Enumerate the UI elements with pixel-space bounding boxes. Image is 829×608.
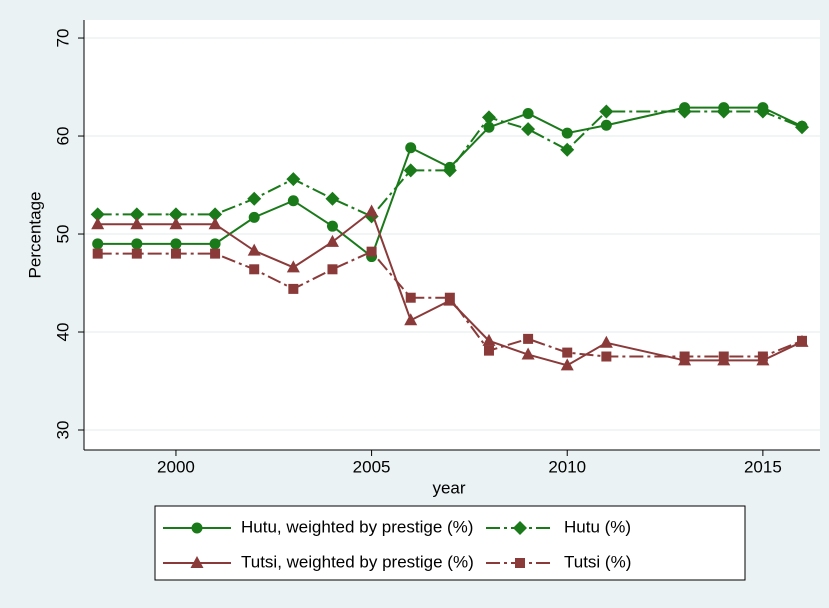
legend-marker — [190, 556, 204, 568]
marker — [757, 351, 768, 362]
marker — [366, 246, 377, 257]
marker — [677, 104, 692, 119]
marker — [405, 292, 416, 303]
marker — [288, 283, 299, 294]
marker — [208, 217, 222, 230]
marker — [521, 122, 536, 137]
legend-label: Tutsi, weighted by prestige (%) — [241, 552, 474, 571]
y-tick-label: 50 — [53, 225, 72, 244]
legend-label: Hutu, weighted by prestige (%) — [241, 517, 473, 536]
marker — [170, 238, 182, 250]
marker — [795, 120, 810, 135]
y-tick-label: 30 — [53, 421, 72, 440]
marker — [365, 204, 379, 217]
marker — [483, 345, 494, 356]
marker — [90, 207, 105, 222]
legend-marker — [191, 522, 203, 534]
marker — [718, 351, 729, 362]
marker — [170, 248, 181, 259]
marker — [403, 163, 418, 178]
marker — [130, 217, 144, 230]
marker — [483, 121, 495, 133]
marker — [444, 292, 455, 303]
marker — [560, 142, 575, 157]
series-line — [97, 106, 803, 259]
marker — [442, 163, 457, 178]
marker — [286, 260, 300, 273]
legend-label: Hutu (%) — [564, 517, 631, 536]
marker — [169, 217, 183, 230]
x-axis-label: year — [432, 478, 465, 497]
marker — [482, 333, 496, 346]
marker — [248, 211, 260, 223]
marker — [249, 264, 260, 275]
marker — [404, 313, 418, 326]
y-tick-label: 40 — [53, 323, 72, 342]
marker — [405, 142, 417, 154]
marker — [560, 358, 574, 371]
marker — [91, 217, 105, 230]
marker — [131, 248, 142, 259]
marker — [600, 119, 612, 131]
marker — [131, 238, 143, 250]
marker — [209, 238, 221, 250]
marker — [325, 234, 339, 247]
x-tick-label: 2005 — [353, 457, 391, 476]
x-tick-label: 2015 — [744, 457, 782, 476]
legend-marker — [513, 521, 527, 535]
marker — [601, 351, 612, 362]
marker — [521, 347, 535, 360]
marker — [716, 104, 731, 119]
marker — [168, 207, 183, 222]
marker — [523, 333, 534, 344]
plot-area — [84, 20, 820, 450]
marker — [287, 195, 299, 207]
marker — [210, 248, 221, 259]
legend-label: Tutsi (%) — [564, 552, 631, 571]
y-axis-label: Percentage — [25, 192, 44, 279]
marker — [481, 110, 496, 125]
x-tick-label: 2010 — [548, 457, 586, 476]
marker — [327, 264, 338, 275]
marker — [797, 335, 808, 346]
marker — [326, 220, 338, 232]
marker — [208, 207, 223, 222]
marker — [522, 107, 534, 119]
marker — [247, 191, 262, 206]
marker — [562, 347, 573, 358]
series-line — [97, 209, 803, 367]
y-tick-label: 70 — [53, 29, 72, 48]
legend-box — [154, 505, 746, 581]
marker — [755, 104, 770, 119]
marker — [286, 172, 301, 187]
marker — [561, 127, 573, 139]
y-tick-label: 60 — [53, 127, 72, 146]
marker — [599, 335, 613, 348]
marker — [325, 191, 340, 206]
legend-marker — [515, 558, 525, 568]
series-line — [97, 250, 803, 358]
marker — [247, 243, 261, 256]
marker — [92, 238, 104, 250]
marker — [679, 351, 690, 362]
marker — [599, 104, 614, 119]
marker — [92, 248, 103, 259]
x-tick-label: 2000 — [157, 457, 195, 476]
marker — [129, 207, 144, 222]
